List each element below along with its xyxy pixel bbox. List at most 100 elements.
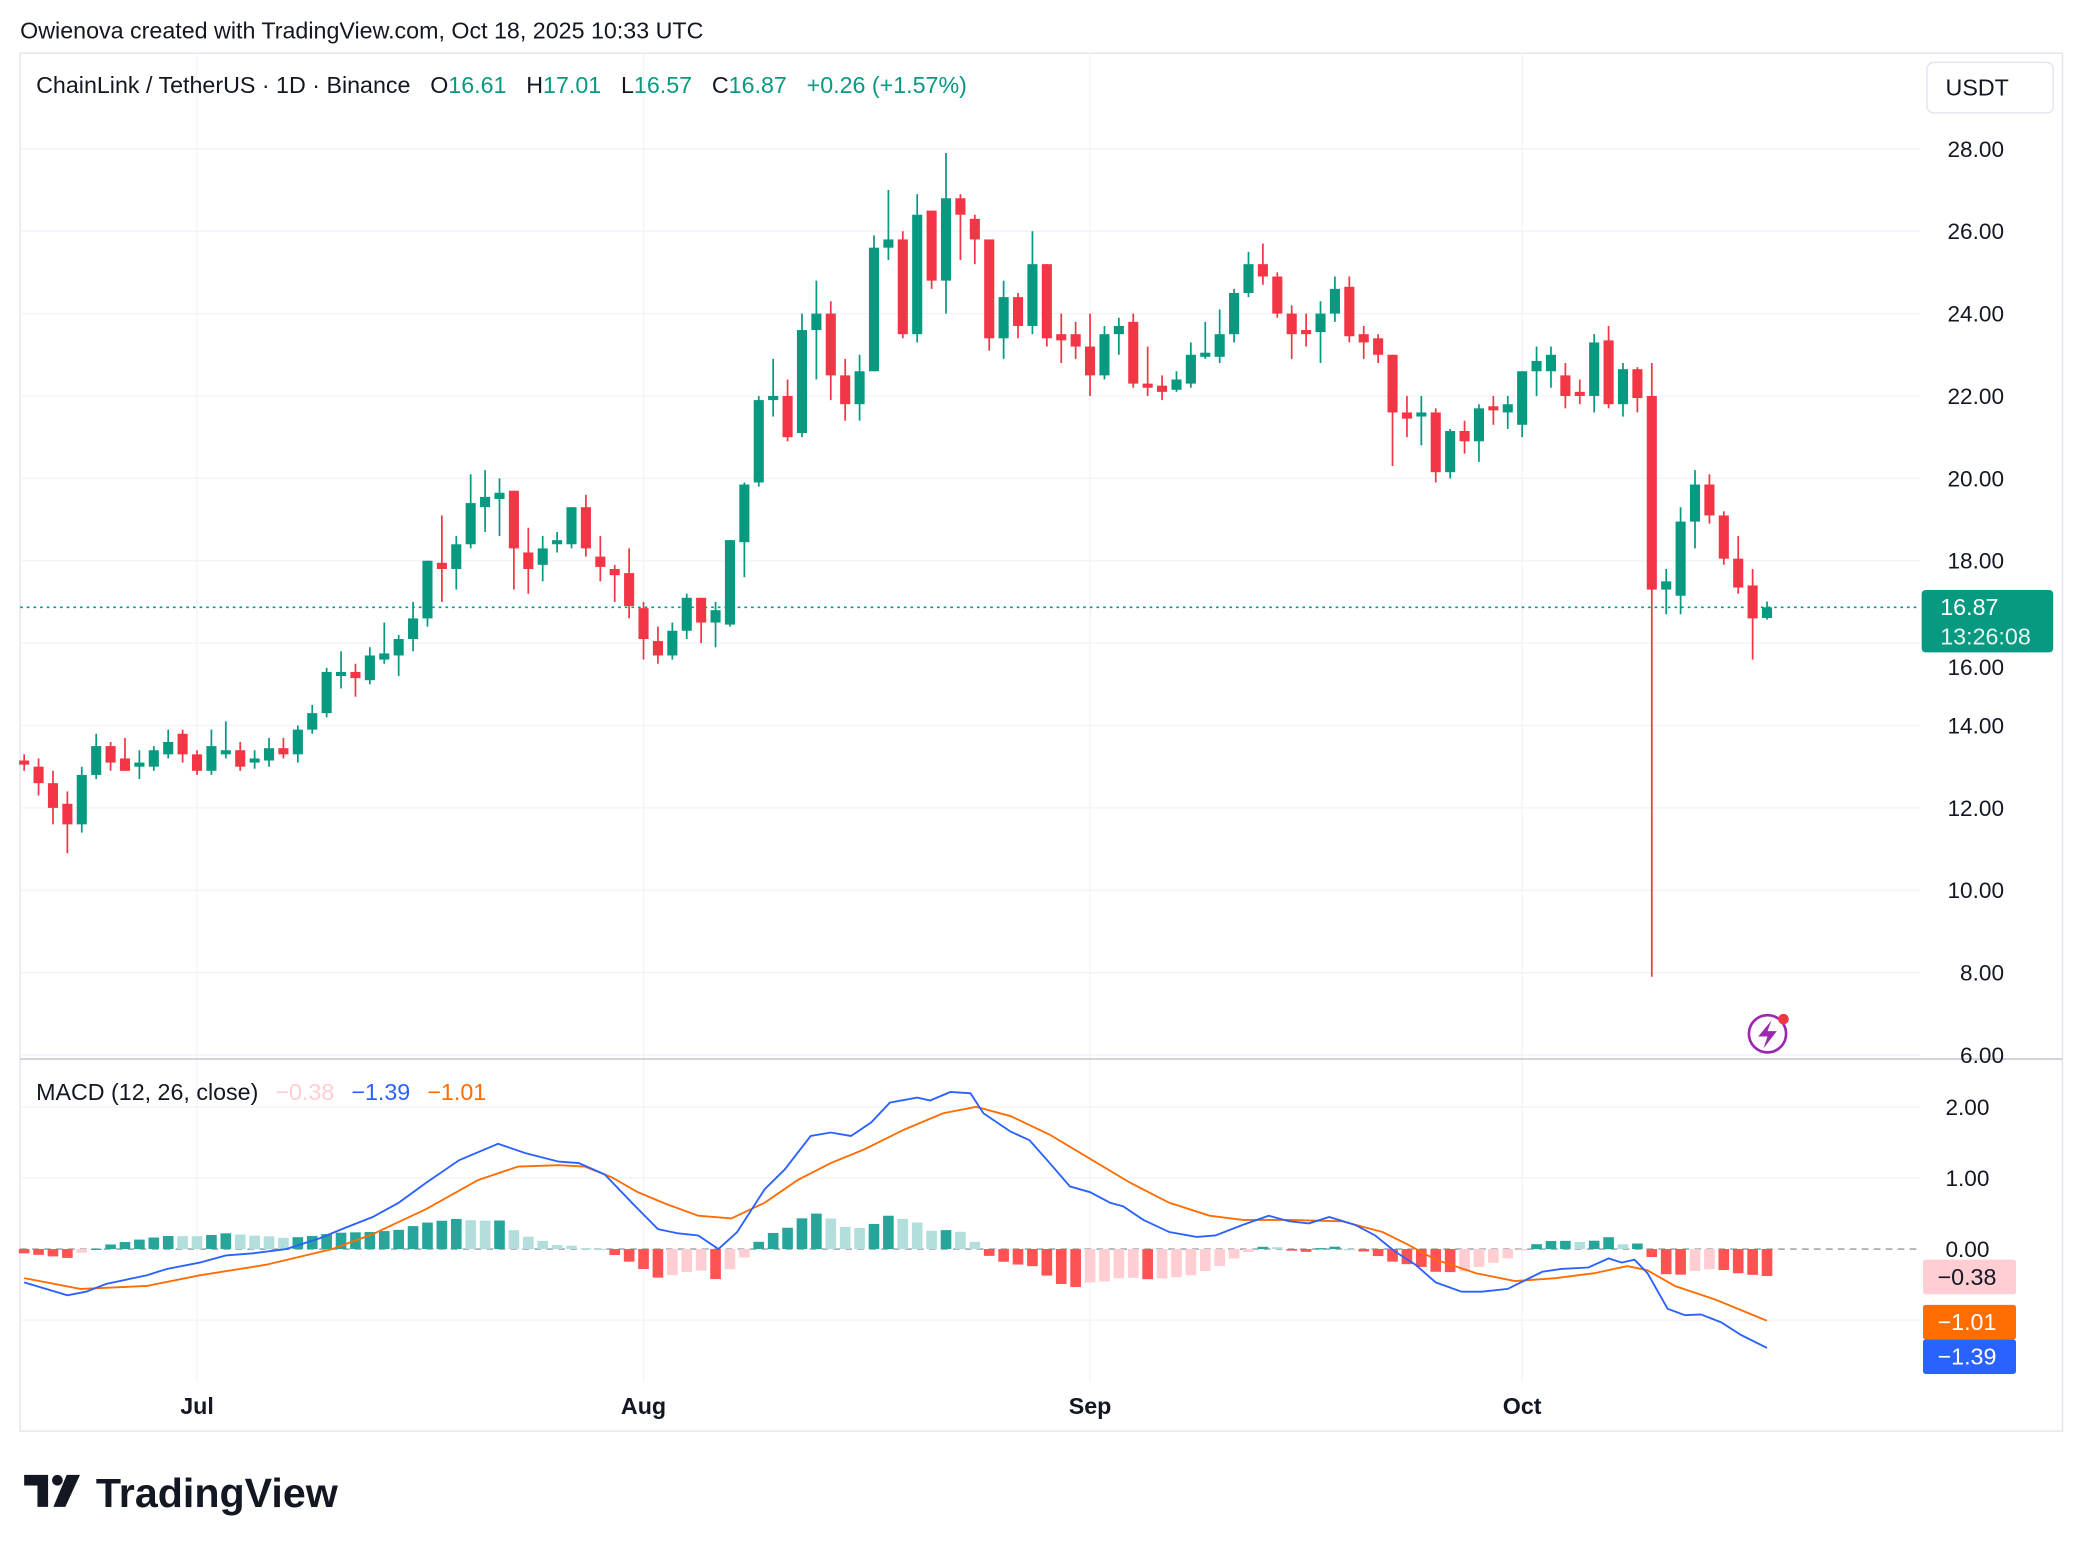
- macd-histogram-bar: [566, 1245, 577, 1250]
- candle: [1070, 321, 1081, 359]
- macd-histogram-bar: [1300, 1249, 1312, 1252]
- candle-body: [1387, 354, 1398, 413]
- macd-legend[interactable]: MACD (12, 26, close) −0.38 −1.39 −1.01: [36, 1079, 486, 1105]
- candle: [537, 536, 548, 582]
- high-value: 17.01: [543, 72, 601, 98]
- candle: [134, 750, 145, 780]
- candle: [609, 564, 620, 602]
- candle-body: [1718, 515, 1729, 559]
- brand-name: TradingView: [96, 1470, 339, 1516]
- macd-signal-label-text: −1.01: [1938, 1309, 1997, 1335]
- time-tick-label: Aug: [621, 1393, 666, 1419]
- candle: [1430, 408, 1441, 483]
- candle-body: [696, 597, 707, 623]
- macd-histogram-bar: [450, 1218, 462, 1250]
- macd-histogram-bar: [1560, 1240, 1571, 1250]
- candles: [19, 152, 1773, 977]
- macd-histogram-bar: [1488, 1249, 1499, 1263]
- candle: [796, 313, 808, 438]
- candle: [926, 210, 937, 289]
- candle-body: [724, 540, 736, 625]
- symbol-name[interactable]: ChainLink / TetherUS · 1D · Binance: [36, 72, 410, 98]
- candle-body: [379, 653, 390, 660]
- candle: [1661, 568, 1672, 615]
- candle: [696, 597, 707, 644]
- candle: [76, 766, 87, 833]
- symbol-legend[interactable]: ChainLink / TetherUS · 1D · Binance O16.…: [36, 72, 967, 98]
- candle: [1128, 313, 1139, 388]
- candle: [552, 531, 563, 553]
- price-tick-label: 20.00: [1948, 466, 2005, 491]
- candle-body: [1675, 521, 1686, 596]
- macd-histogram-bar: [1156, 1249, 1168, 1279]
- candle: [1157, 375, 1168, 401]
- candle: [1401, 395, 1412, 438]
- macd-histogram-bar: [76, 1249, 88, 1253]
- macd-histogram-bar: [998, 1249, 1009, 1262]
- candle: [681, 593, 692, 640]
- macd-histogram-bar: [220, 1233, 232, 1250]
- candle: [1646, 363, 1657, 977]
- candle: [350, 663, 361, 697]
- candle: [1747, 568, 1758, 660]
- macd-histogram-bar: [1113, 1249, 1125, 1279]
- candle-body: [868, 247, 880, 372]
- candle: [177, 729, 188, 763]
- candle-body: [1041, 264, 1052, 339]
- candle-body: [811, 313, 822, 331]
- macd-histogram-bar: [1459, 1249, 1470, 1272]
- macd-histogram-bar: [162, 1236, 174, 1250]
- price-axis[interactable]: 28.00 26.00 24.00 22.00 20.00 18.00 16.00 14.00…: [1948, 137, 2005, 1068]
- macd-histogram-bar: [206, 1234, 217, 1250]
- price-tick-label: 8.00: [1960, 961, 2004, 986]
- open-label: O: [430, 72, 448, 98]
- macd-histogram-bar: [1473, 1249, 1485, 1267]
- macd-histogram-bar: [1574, 1241, 1586, 1250]
- high-label: H: [526, 72, 543, 98]
- candle: [1445, 428, 1456, 479]
- macd-line-label-text: −1.39: [1938, 1344, 1997, 1370]
- macd-histogram-bar: [811, 1213, 822, 1250]
- macd-signal-label: −1.01: [1922, 1304, 2016, 1340]
- tradingview-logo[interactable]: TradingView: [24, 1470, 339, 1516]
- macd-axis[interactable]: 2.00 1.00 0.00: [1945, 1095, 1989, 1262]
- currency-button[interactable]: USDT: [1926, 61, 2054, 114]
- candle-body: [998, 297, 1009, 339]
- macd-histogram-bar: [1055, 1249, 1067, 1284]
- candle-body: [1229, 292, 1240, 335]
- candle: [1603, 325, 1614, 409]
- candle-body: [1401, 412, 1412, 419]
- candle: [263, 737, 275, 767]
- macd-histogram-bar: [1646, 1249, 1658, 1258]
- macd-histogram-bar: [710, 1249, 721, 1280]
- candle-body: [652, 641, 663, 656]
- macd-histogram-bar: [1243, 1249, 1254, 1252]
- currency-label: USDT: [1946, 75, 2009, 101]
- candle-body: [1272, 276, 1283, 314]
- macd-histogram-bar: [522, 1236, 534, 1250]
- candle: [1272, 272, 1283, 318]
- candle: [148, 746, 159, 771]
- candle-body: [249, 758, 260, 763]
- candle: [1142, 346, 1153, 396]
- candle: [335, 651, 347, 689]
- macd-histogram-bar: [1588, 1240, 1600, 1250]
- candle: [825, 301, 836, 401]
- change-value: +0.26 (+1.57%): [807, 72, 967, 98]
- candle: [595, 536, 606, 582]
- candle-body: [1473, 408, 1485, 442]
- candle-body: [19, 760, 30, 765]
- candle-body: [940, 198, 952, 281]
- candle: [984, 239, 995, 351]
- candle-body: [955, 198, 966, 215]
- candle: [278, 737, 289, 759]
- macd-histogram-bar: [306, 1235, 318, 1250]
- macd-histogram-bar: [1012, 1249, 1024, 1265]
- candle-body: [1113, 325, 1124, 335]
- macd-histogram-bar: [1171, 1249, 1182, 1278]
- macd-histogram-bar: [422, 1222, 433, 1250]
- open-value: 16.61: [448, 72, 506, 98]
- time-axis[interactable]: Jul Aug Sep Oct: [180, 1393, 1542, 1419]
- time-tick-label: Jul: [180, 1393, 214, 1419]
- lightning-icon[interactable]: [1747, 1013, 1789, 1054]
